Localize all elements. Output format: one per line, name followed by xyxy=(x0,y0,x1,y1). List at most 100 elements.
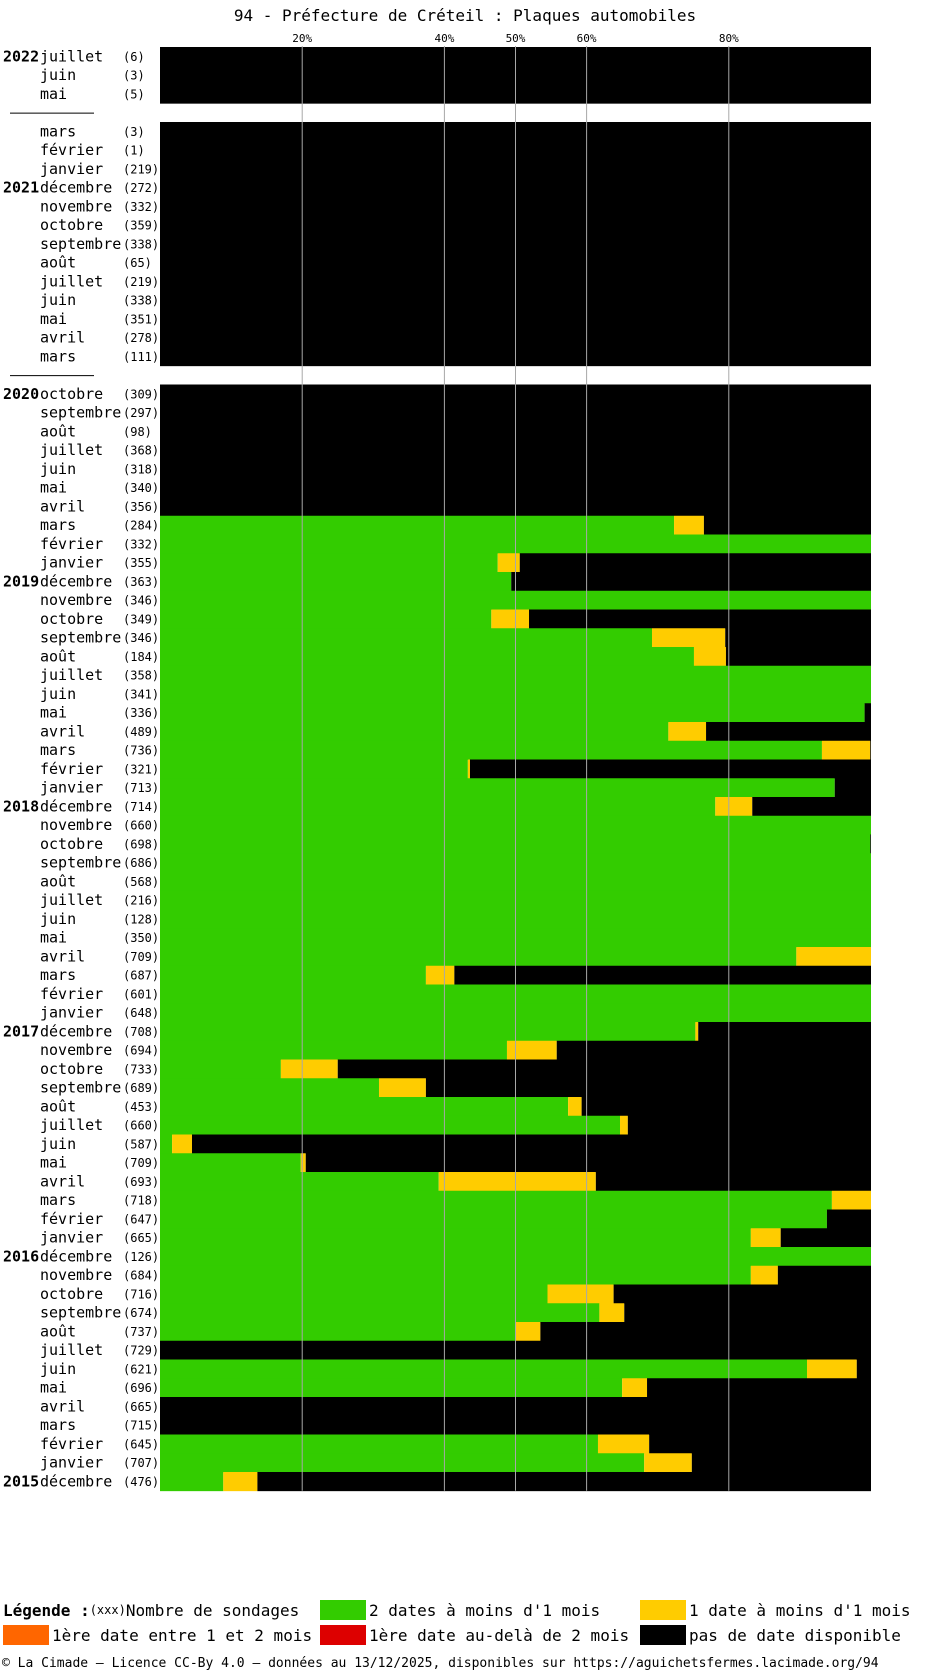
month-label: mai xyxy=(40,704,67,722)
bar-segment-green xyxy=(160,1078,379,1098)
bar-segment-yellow xyxy=(620,1115,628,1135)
month-label: janvier xyxy=(40,1229,103,1247)
bar-segment-black xyxy=(780,1228,871,1248)
chart-title: 94 - Préfecture de Créteil : Plaques aut… xyxy=(233,6,697,25)
bar-segment-green xyxy=(160,1134,173,1154)
bar-segment-black xyxy=(703,515,871,535)
count-label: (684) xyxy=(123,1269,159,1283)
month-label: novembre xyxy=(40,1266,112,1284)
count-label: (587) xyxy=(123,1137,159,1151)
month-label: novembre xyxy=(40,1041,112,1059)
bar-segment-yellow xyxy=(693,647,726,667)
count-label: (3) xyxy=(123,69,145,83)
month-label: décembre xyxy=(40,179,112,197)
month-label: juin xyxy=(40,1360,76,1378)
month-label: février xyxy=(40,1435,103,1453)
bar-segment-yellow xyxy=(223,1472,258,1492)
legend-row-2: 1ère date entre 1 et 2 mois 1ère date au… xyxy=(0,1624,930,1646)
legend-item-red: 1ère date au-delà de 2 mois xyxy=(320,1624,629,1646)
month-label: juillet xyxy=(40,1116,103,1134)
bar-segment-yellow xyxy=(644,1453,692,1473)
month-label: septembre xyxy=(40,1304,121,1322)
month-label: janvier xyxy=(40,779,103,797)
count-label: (65) xyxy=(123,256,152,270)
month-label: juillet xyxy=(40,272,103,290)
bar-segment-green xyxy=(160,1209,827,1229)
count-label: (126) xyxy=(123,1250,159,1264)
bar-segment-yellow xyxy=(695,1022,699,1042)
bar-segment-black xyxy=(647,1378,871,1398)
count-label: (349) xyxy=(123,612,159,626)
month-label: août xyxy=(40,1097,76,1115)
month-label: juin xyxy=(40,66,76,84)
month-label: février xyxy=(40,141,103,159)
bar-segment-yellow xyxy=(506,1040,557,1060)
legend-heading: Légende : (xxx) Nombre de sondages xyxy=(3,1599,299,1621)
month-label: avril xyxy=(40,1172,85,1190)
bar-segment-black xyxy=(469,759,871,779)
month-label: mars xyxy=(40,347,76,365)
month-label: juillet xyxy=(40,47,103,65)
bar-segment-yellow xyxy=(378,1078,426,1098)
month-label: juin xyxy=(40,685,76,703)
bar-segment-yellow xyxy=(807,1359,857,1379)
count-label: (368) xyxy=(123,444,159,458)
month-label: juillet xyxy=(40,441,103,459)
x-tick-label: 80% xyxy=(719,32,739,45)
bar-segment-green xyxy=(160,1453,645,1473)
month-label: mars xyxy=(40,1191,76,1209)
bar-segment-black xyxy=(691,1453,871,1473)
count-label: (98) xyxy=(123,425,152,439)
x-tick-label: 20% xyxy=(292,32,312,45)
count-label: (128) xyxy=(123,912,159,926)
count-label: (219) xyxy=(123,162,159,176)
count-label: (346) xyxy=(123,631,159,645)
count-label: (665) xyxy=(123,1231,159,1245)
bar-segment-black xyxy=(627,1115,871,1135)
bar-segment-black xyxy=(864,703,871,723)
month-label: février xyxy=(40,535,103,553)
count-label: (686) xyxy=(123,856,159,870)
count-label: (689) xyxy=(123,1081,159,1095)
bar-segment-green xyxy=(160,722,669,742)
bar-segment-green xyxy=(160,1190,832,1210)
bar-segment-black xyxy=(624,1303,871,1323)
legend-count-label: Nombre de sondages xyxy=(125,1600,300,1620)
bar-segment-black xyxy=(826,1209,871,1229)
month-label: juin xyxy=(40,1135,76,1153)
bar-segment-green xyxy=(160,1265,751,1285)
bar-segment-black xyxy=(511,572,871,592)
legend-label-orange: 1ère date entre 1 et 2 mois xyxy=(52,1625,313,1645)
bar-segment-black xyxy=(519,553,871,573)
bar-segment-green xyxy=(160,1303,600,1323)
year-label: 2018 xyxy=(3,797,39,815)
count-label: (718) xyxy=(123,1194,159,1208)
count-label: (489) xyxy=(123,725,159,739)
month-label: octobre xyxy=(40,385,103,403)
month-label: juillet xyxy=(40,666,103,684)
count-label: (665) xyxy=(123,1400,159,1414)
month-label: avril xyxy=(40,947,85,965)
month-label: septembre xyxy=(40,629,121,647)
month-label: août xyxy=(40,647,76,665)
bar-segment-green xyxy=(160,515,675,535)
bar-segment-yellow xyxy=(652,628,726,648)
count-label: (321) xyxy=(123,762,159,776)
count-label: (736) xyxy=(123,744,159,758)
count-label: (693) xyxy=(123,1175,159,1189)
month-label: mai xyxy=(40,85,67,103)
month-label: juin xyxy=(40,910,76,928)
month-label: octobre xyxy=(40,1285,103,1303)
count-label: (709) xyxy=(123,1156,159,1170)
month-label: septembre xyxy=(40,404,121,422)
bar-segment-black xyxy=(856,1359,871,1379)
bar-segment-green xyxy=(160,1284,548,1304)
legend-count-hint: (xxx) xyxy=(89,1603,126,1617)
bar-segment-green xyxy=(160,1115,621,1135)
count-label: (568) xyxy=(123,875,159,889)
bar-segment-yellow xyxy=(599,1303,625,1323)
bar-segment-black xyxy=(752,797,871,817)
count-label: (111) xyxy=(123,350,159,364)
count-label: (346) xyxy=(123,594,159,608)
count-label: (359) xyxy=(123,219,159,233)
